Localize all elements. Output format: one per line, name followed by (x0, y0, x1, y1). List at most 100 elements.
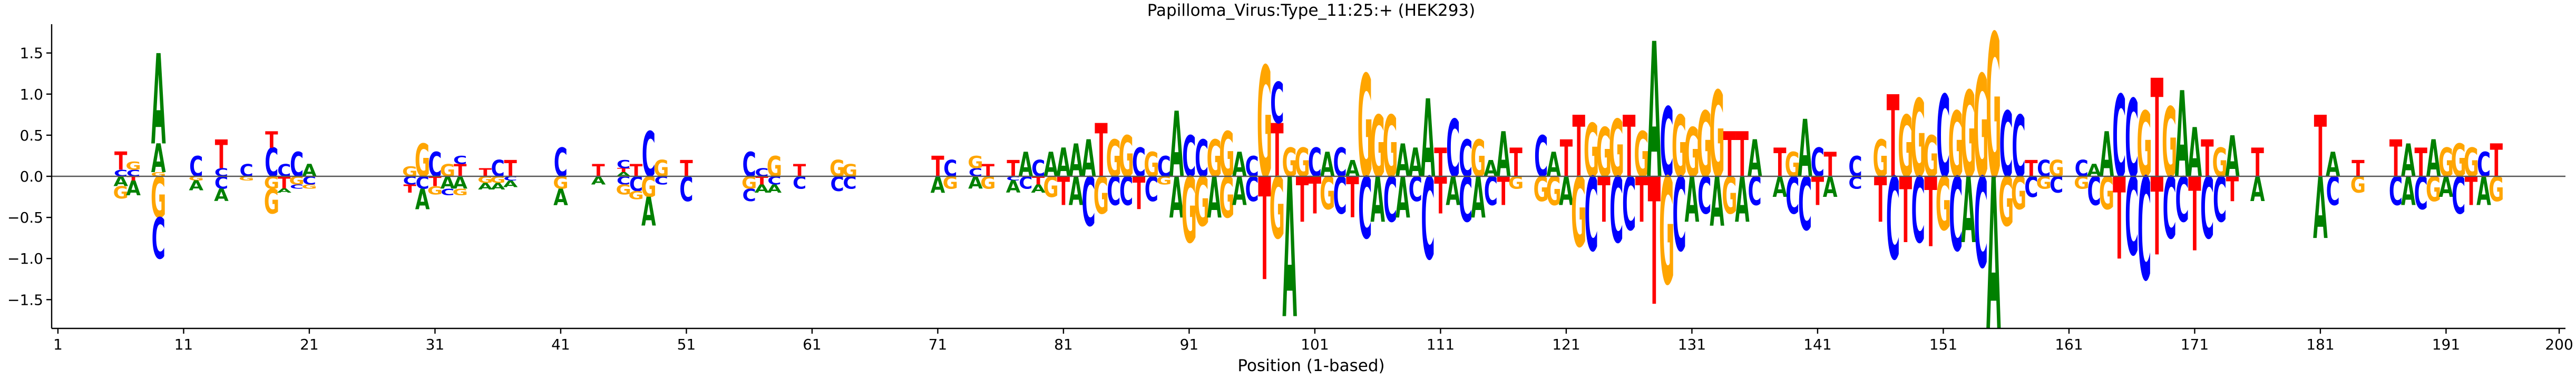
logo-letter-T-pos-71-up-0: T (931, 151, 944, 183)
logo-letter-A-pos-99-down-0: A (1282, 138, 1297, 362)
x-tick-label-2: 21 (300, 336, 319, 353)
logo-letter-A-pos-95-up-0: A (1232, 146, 1247, 185)
logo-letter-G-pos-139-up-0: G (1785, 146, 1800, 185)
logo-letter-A-pos-19-down-1: A (277, 188, 291, 195)
logo-letter-C-pos-125-down-0: C (1609, 159, 1623, 264)
logo-letter-A-pos-78-up-0: A (1019, 146, 1033, 185)
x-tick-label-3: 31 (426, 336, 445, 353)
logo-letter-C-pos-110-down-0: C (1421, 155, 1435, 286)
logo-letter-G-pos-88-up-0: G (1144, 146, 1159, 185)
logo-letter-C-pos-151-up-0: C (1936, 73, 1950, 203)
logo-letter-A-pos-140-up-0: A (1798, 103, 1812, 195)
logo-letter-T-pos-184-up-0: T (2351, 156, 2364, 182)
logo-letter-T-pos-33-up-0: T (454, 161, 466, 181)
logo-letter-G-pos-47-down-1: G (628, 189, 643, 202)
logo-letter-A-pos-7-down-1: A (126, 176, 141, 201)
logo-letter-A-pos-170-up-0: A (2175, 67, 2190, 204)
logo-letter-G-pos-193-up-0: G (2463, 140, 2479, 186)
logo-letter-A-pos-120-up-0: A (1546, 146, 1561, 185)
logo-letter-A-pos-90-up-0: A (1169, 93, 1184, 198)
logo-letter-T-pos-111-up-0: T (1434, 140, 1447, 186)
logo-letter-C-pos-36-up-0: C (491, 156, 505, 182)
logo-letter-T-pos-127-down-0: T (1635, 164, 1648, 236)
logo-letter-C-pos-33-up-1: C (453, 154, 467, 167)
logo-letter-T-pos-135-up-0: T (1736, 118, 1749, 191)
logo-letter-G-pos-169-up-0: G (2162, 87, 2177, 199)
logo-letter-T-pos-168-up-0: T (2151, 52, 2163, 208)
y-tick-label-4: 0.5 (19, 127, 43, 144)
logo-letter-A-pos-48-down-1: A (641, 189, 656, 235)
logo-letter-A-pos-174-up-0: A (2225, 124, 2240, 190)
logo-letter-A-pos-171-up-0: A (2188, 115, 2202, 193)
logo-letter-T-pos-134-up-0: T (1723, 118, 1736, 191)
logo-letter-G-pos-167-up-0: G (2136, 93, 2152, 198)
x-tick-label-10: 101 (1301, 336, 1329, 353)
logo-letter-T-pos-176-up-0: T (2251, 140, 2263, 186)
logo-letter-C-pos-48-up-0: C (642, 118, 656, 191)
logo-letter-G-pos-7-up-1: G (125, 159, 141, 173)
logo-letter-A-pos-21-up-0: A (302, 161, 317, 181)
logo-letter-C-pos-96-up-0: C (1245, 151, 1259, 183)
logo-letter-G-pos-131-up-0: G (1684, 115, 1700, 193)
logo-letter-G-pos-46-down-1: G (616, 182, 631, 198)
y-tick-label-6: 1.5 (19, 45, 43, 62)
logo-letter-A-pos-104-up-0: A (1345, 156, 1360, 182)
logo-letter-C-pos-41-up-0: C (554, 140, 568, 186)
logo-letter-C-pos-162-up-0: C (2075, 156, 2089, 182)
logo-letter-G-pos-31-down-1: G (427, 184, 443, 197)
x-tick-label-11: 111 (1427, 336, 1455, 353)
logo-letter-A-pos-9-up-2: A (151, 28, 166, 173)
logo-letter-C-pos-144-up-0: C (1848, 151, 1862, 183)
logo-letter-A-pos-9-up-1: A (151, 136, 166, 182)
logo-letter-C-pos-139-down-0: C (1785, 167, 1799, 226)
x-tick-label-9: 91 (1180, 336, 1199, 353)
logo-letter-G-pos-114-up-0: G (1470, 131, 1486, 189)
logo-letter-G-pos-30-up-0: G (415, 135, 430, 187)
logo-letter-T-pos-84-up-0: T (1095, 108, 1107, 194)
logo-letter-A-pos-108-up-0: A (1396, 135, 1410, 187)
logo-letter-G-pos-99-up-0: G (1282, 140, 1297, 186)
x-tick-label-12: 121 (1552, 336, 1580, 353)
chart-title: Papilloma_Virus:Type_11:25:+ (HEK293) (1147, 1, 1476, 20)
logo-letter-C-pos-192-down-0: C (2452, 167, 2465, 226)
logo-letter-T-pos-187-up-0: T (2389, 131, 2403, 189)
logo-letter-C-pos-103-up-0: C (1333, 140, 1346, 186)
logo-letter-A-pos-37-down-1: A (503, 178, 518, 189)
logo-letter-A-pos-12-down-1: A (189, 178, 203, 194)
logo-letter-G-pos-18-down-1: G (264, 183, 279, 222)
logo-letter-A-pos-82-up-0: A (1069, 135, 1084, 187)
logo-letter-T-pos-142-up-0: T (1824, 146, 1837, 185)
logo-letter-A-pos-188-up-0: A (2401, 135, 2416, 187)
logo-letter-G-pos-107-up-0: G (1382, 98, 1398, 196)
logo-letter-A-pos-81-up-0: A (1056, 140, 1071, 186)
logo-letter-A-pos-77-down-1: A (1006, 177, 1021, 197)
y-tick-label-1: −1.0 (7, 250, 43, 267)
logo-letter-A-pos-79-down-1: A (1031, 183, 1046, 196)
logo-letter-G-pos-153-up-0: G (1960, 67, 1976, 204)
logo-letter-G-pos-146-up-0: G (1872, 131, 1888, 189)
logo-letter-C-pos-112-up-0: C (1446, 103, 1460, 195)
logo-letter-C-pos-83-down-0: C (1081, 164, 1095, 242)
logo-letter-G-pos-92-down-0: G (1194, 164, 1209, 242)
logo-letter-G-pos-134-down-0: G (1722, 167, 1737, 226)
logo-letter-G-pos-86-up-0: G (1118, 124, 1134, 190)
logo-letter-T-pos-117-up-0: T (1509, 140, 1522, 186)
logo-letter-G-pos-160-up-0: G (2048, 156, 2064, 182)
logo-letter-G-pos-106-up-0: G (1370, 98, 1385, 196)
logo-letter-C-pos-159-up-0: C (2037, 156, 2051, 182)
logo-letter-A-pos-128-up-0: A (1647, 5, 1662, 221)
logo-letter-T-pos-44-up-0: T (592, 161, 604, 181)
logo-letter-G-pos-150-up-0: G (1923, 124, 1938, 190)
x-tick-label-16: 161 (2055, 336, 2083, 353)
x-tick-label-20: 200 (2545, 336, 2573, 353)
logo-letter-G-pos-49-up-0: G (653, 156, 669, 182)
logo-letter-T-pos-101-down-0: T (1309, 167, 1322, 226)
logo-letter-T-pos-165-down-0: T (2113, 155, 2125, 286)
logo-letter-G-pos-97-up-0: G (1257, 35, 1272, 213)
logo-letter-G-pos-155-up-0: G (1986, 0, 2001, 223)
logo-letter-G-pos-85-up-0: G (1106, 131, 1121, 189)
logo-letter-T-pos-181-up-0: T (2314, 98, 2327, 196)
logo-letter-C-pos-101-up-0: C (1308, 140, 1322, 186)
logo-letter-A-pos-115-up-0: A (1484, 156, 1498, 182)
x-tick-label-7: 71 (929, 336, 948, 353)
